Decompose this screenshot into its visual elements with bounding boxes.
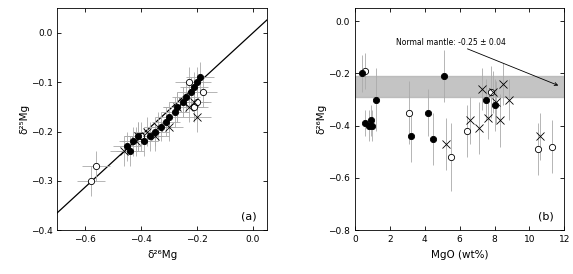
Text: (a): (a)	[241, 211, 256, 221]
Y-axis label: δ²⁵Mg: δ²⁵Mg	[19, 104, 29, 134]
Text: Normal mantle: -0.25 ± 0.04: Normal mantle: -0.25 ± 0.04	[396, 38, 558, 85]
X-axis label: δ²⁶Mg: δ²⁶Mg	[147, 250, 177, 259]
Bar	[355, 76, 564, 97]
X-axis label: MgO (wt%): MgO (wt%)	[431, 250, 488, 259]
Text: (b): (b)	[538, 211, 554, 221]
Y-axis label: δ²⁶Mg: δ²⁶Mg	[317, 104, 327, 134]
